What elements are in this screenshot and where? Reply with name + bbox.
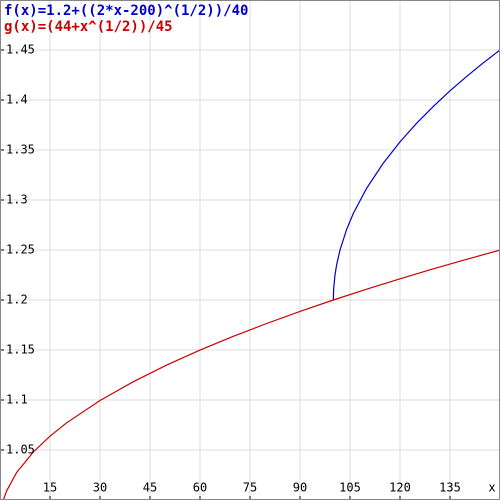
y-tick-label: 1.35 — [6, 143, 35, 157]
curves — [2, 49, 500, 500]
x-tick-label: 60 — [193, 481, 207, 495]
y-tick-label: 1.45 — [6, 43, 35, 57]
y-tick-label: 1.3 — [6, 193, 28, 207]
y-tick-label: 1.2 — [6, 293, 28, 307]
x-tick-label: 120 — [389, 481, 411, 495]
y-tick-label: 1.25 — [6, 243, 35, 257]
legend-entry: f(x)=1.2+((2*x-200)^(1/2))/40 — [4, 3, 248, 19]
x-axis-label: x — [488, 481, 495, 495]
x-tick-label: 30 — [93, 481, 107, 495]
x-tick-label: 45 — [143, 481, 157, 495]
series-line — [2, 249, 500, 500]
y-tick-label: 1.15 — [6, 343, 35, 357]
x-tick-label: 90 — [293, 481, 307, 495]
series-line — [332, 49, 500, 301]
x-tick-label: 105 — [339, 481, 361, 495]
y-tick-label: 1.4 — [6, 93, 28, 107]
labels: 15 30 45 60 75 90 105 120 135 1.05 1.1 1.15 1.2 1.25 1… — [0, 3, 496, 500]
x-tick-label: 75 — [243, 481, 257, 495]
y-tick-label: 1.05 — [6, 443, 35, 457]
x-tick-label: 15 — [43, 481, 57, 495]
x-tick-label: 135 — [439, 481, 461, 495]
legend-entry: g(x)=(44+x^(1/2))/45 — [4, 19, 173, 35]
y-tick-label: 1.1 — [6, 393, 28, 407]
